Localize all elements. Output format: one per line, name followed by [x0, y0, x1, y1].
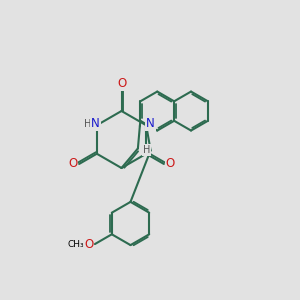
- Text: H: H: [84, 119, 92, 129]
- Text: O: O: [68, 158, 77, 170]
- Text: N: N: [91, 117, 100, 130]
- Text: O: O: [166, 158, 175, 170]
- Text: O: O: [84, 238, 94, 250]
- Text: N: N: [146, 117, 155, 130]
- Text: H: H: [142, 145, 150, 155]
- Text: CH₃: CH₃: [68, 239, 85, 248]
- Text: O: O: [117, 77, 126, 90]
